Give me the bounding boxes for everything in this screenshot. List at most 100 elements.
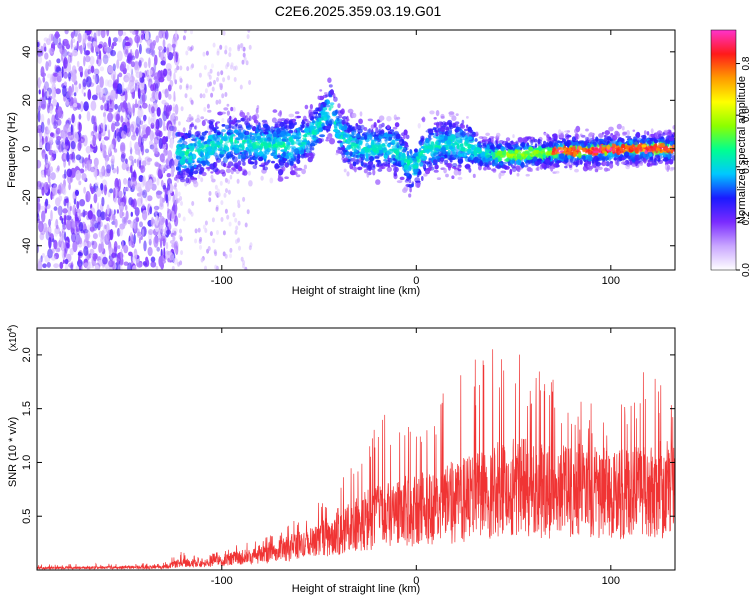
- spectrogram-cell: [173, 210, 177, 215]
- spectrogram-cell: [249, 242, 253, 248]
- spectrogram-cell: [180, 132, 184, 136]
- spectrogram-cell: [82, 134, 88, 147]
- spectrogram-cell: [63, 81, 67, 87]
- spectrogram-cell: [57, 205, 63, 216]
- spectrogram-cell: [631, 163, 636, 167]
- spectrogram-cell: [643, 158, 647, 164]
- spectrogram-cell: [274, 163, 279, 170]
- spectrogram-cell: [82, 38, 86, 48]
- spectrogram-cell: [189, 117, 194, 121]
- spectrogram-cell: [197, 227, 201, 233]
- spectrogram-cell: [61, 131, 66, 138]
- spectrogram-cell: [173, 72, 176, 82]
- spectrogram-cell: [55, 88, 61, 95]
- spectrogram-cell: [119, 223, 126, 230]
- y-tick-label: 1.5: [21, 401, 33, 416]
- spectrogram-cell: [221, 129, 226, 133]
- spectrogram-cell: [226, 131, 231, 135]
- spectrogram-cell: [333, 96, 338, 102]
- spectrogram-cell: [158, 137, 163, 150]
- spectrogram-cell: [62, 40, 65, 51]
- spectrogram-cell: [386, 124, 390, 130]
- spectrogram-cell: [212, 166, 219, 173]
- spectrogram-cell: [37, 181, 42, 190]
- spectrogram-cell: [175, 52, 178, 63]
- spectrogram-cell: [125, 162, 129, 172]
- spectrogram-cell: [496, 164, 502, 170]
- spectrogram-cell: [137, 107, 143, 119]
- spectrogram-cell: [541, 144, 547, 149]
- spectrogram-cell: [116, 209, 119, 214]
- spectrogram-cell: [208, 74, 212, 80]
- spectrogram-cell: [201, 131, 207, 136]
- spectrogram-cell: [139, 159, 142, 169]
- spectrogram-cell: [222, 30, 226, 36]
- spectrogram-cell: [85, 76, 92, 88]
- spectrogram-cell: [50, 33, 54, 42]
- spectrogram-cell: [246, 34, 250, 40]
- spectrogram-cell: [62, 85, 67, 97]
- spectrogram-cell: [336, 117, 340, 122]
- spectrogram-cell: [82, 209, 86, 218]
- spectrogram-cell: [537, 139, 543, 144]
- spectrogram-cell: [106, 30, 110, 37]
- spectrogram-cell: [83, 262, 89, 268]
- spectrogram-cell: [346, 171, 350, 177]
- spectrogram-cell: [319, 89, 323, 92]
- spectrogram-cell: [261, 119, 268, 123]
- spectrogram-cell: [276, 128, 281, 135]
- snr-x-label: Height of straight line (km): [292, 583, 420, 595]
- spectrogram-cell: [512, 134, 515, 139]
- spectrogram-cell: [230, 106, 234, 112]
- spectrogram-cell: [129, 140, 132, 150]
- spectrogram-cell: [79, 44, 83, 55]
- spectrogram-cell: [448, 122, 452, 128]
- spectrogram-cell: [64, 241, 68, 254]
- spectrogram-cell: [142, 261, 147, 266]
- spectrogram-cell: [64, 30, 69, 35]
- spectrogram-cell: [225, 124, 230, 130]
- spectrogram-cell: [601, 157, 606, 162]
- spectrogram-cell: [237, 199, 240, 205]
- spectrogram-cell: [456, 143, 460, 150]
- spectrogram-cell: [527, 150, 531, 156]
- spectrogram-cell: [525, 173, 530, 177]
- spectrogram-cell: [82, 78, 87, 88]
- spectrogram-cell: [222, 251, 226, 257]
- spectrogram-cell: [44, 227, 49, 233]
- spectrogram-cell: [244, 120, 249, 125]
- spectrogram-cell: [555, 143, 559, 149]
- spectrogram-cell: [284, 125, 288, 129]
- spectrogram-cell: [114, 103, 118, 110]
- spectrogram-cell: [181, 165, 187, 168]
- spectrogram-cell: [100, 236, 104, 245]
- spectrogram-cell: [606, 144, 611, 150]
- spectrogram-cell: [96, 59, 99, 65]
- spectrogram-cell: [96, 209, 102, 218]
- spectrogram-cell: [199, 93, 203, 99]
- spectrogram-cell: [231, 134, 236, 137]
- spectrogram-cell: [280, 130, 286, 137]
- spectrogram-cell: [183, 30, 187, 34]
- spectrogram-cell: [445, 130, 448, 134]
- spectrogram-cell: [170, 165, 174, 177]
- spectrogram-cell: [93, 68, 100, 76]
- spectrogram-cell: [456, 137, 463, 143]
- spectrogram-cell: [94, 222, 99, 229]
- spectrogram-cell: [134, 49, 139, 59]
- spectrogram-cell: [117, 50, 123, 62]
- spectrogram-cell: [591, 146, 594, 151]
- spectrogram-cell: [117, 245, 121, 250]
- spectrogram-cell: [92, 74, 96, 80]
- spectrogram-cell: [515, 143, 519, 148]
- spectrogram-cell: [405, 178, 410, 181]
- spectrogram-cell: [202, 148, 207, 153]
- spectrogram-cell: [552, 133, 558, 140]
- spectrogram-cell: [312, 135, 317, 138]
- spectrogram-cell: [107, 53, 111, 59]
- spectrogram-cell: [138, 59, 142, 67]
- spectrogram-cell: [93, 168, 98, 178]
- spectrogram-cell: [208, 191, 212, 196]
- spectrogram-cell: [320, 103, 324, 111]
- spectrogram-cell: [67, 54, 72, 64]
